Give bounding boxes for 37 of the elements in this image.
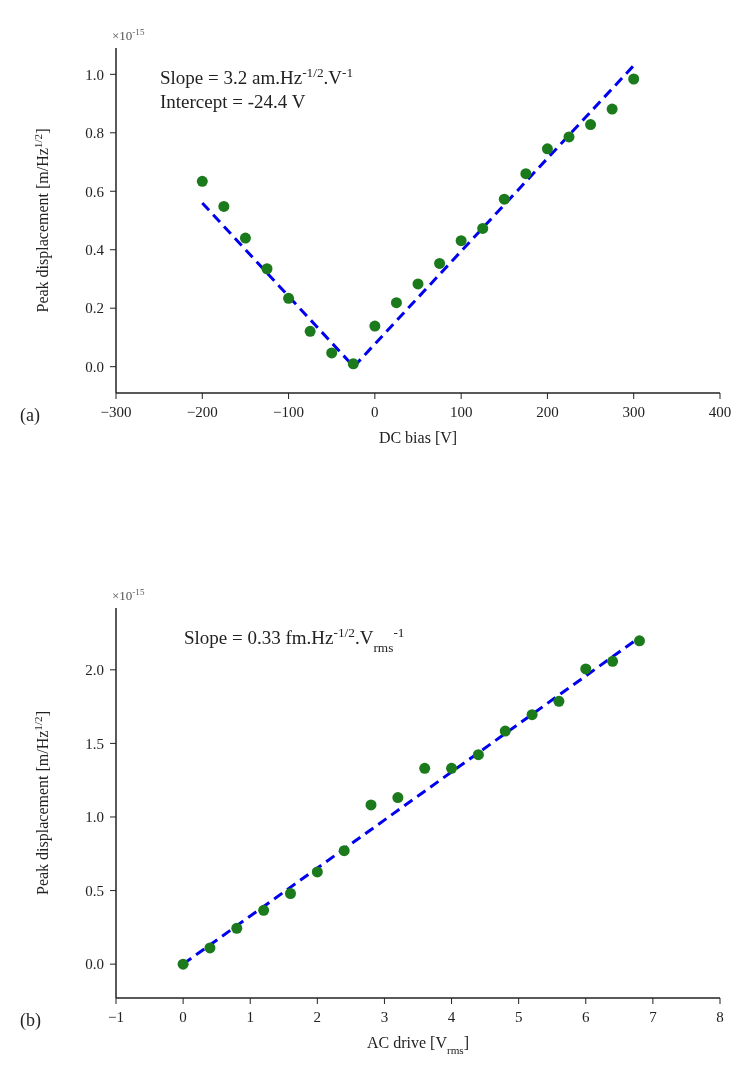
text: (a) — [20, 405, 40, 426]
x-tick-label: 300 — [622, 404, 645, 420]
x-tick-label: 0 — [371, 404, 379, 420]
x-tick-label: 8 — [716, 1009, 724, 1025]
x-axis-title: AC drive [V$_{rms}$] — [366, 1034, 470, 1056]
y-tick-label: 0.0 — [85, 358, 104, 375]
y-tick-label: 0.4 — [85, 241, 105, 258]
x-tick-label: −1 — [108, 1009, 124, 1025]
y-tick-label: 0.0 — [85, 956, 104, 973]
x-tick-label: 0 — [179, 1009, 187, 1025]
y-tick-label: 0.8 — [85, 125, 104, 142]
x-tick-label: −100 — [273, 404, 305, 420]
x-tick-label: 200 — [536, 404, 559, 420]
x-tick-label: −300 — [100, 404, 132, 420]
x-tick-label: 3 — [380, 1009, 389, 1025]
x-tick-label: 1 — [246, 1009, 254, 1025]
text: ×10$^{-15}$ — [112, 587, 145, 603]
x-axis-title: DC bias [V] — [378, 429, 458, 446]
x-tick-label: 400 — [708, 404, 732, 420]
y-tick-label: 2.0 — [85, 662, 104, 679]
annotation: Intercept = -24.4 V — [160, 91, 306, 112]
text: (b) — [20, 1010, 41, 1031]
y-tick-label: 1.5 — [85, 735, 104, 752]
x-tick-label: 4 — [447, 1009, 456, 1025]
x-tick-label: 100 — [449, 404, 473, 420]
x-tick-label: 6 — [582, 1009, 591, 1025]
y-tick-label: 0.5 — [85, 882, 104, 899]
y-tick-label: 1.0 — [85, 809, 104, 826]
x-tick-label: 2 — [313, 1009, 322, 1025]
x-tick-label: −200 — [186, 404, 218, 420]
text: ×10$^{-15}$ — [112, 27, 145, 43]
y-tick-label: 0.6 — [85, 183, 105, 200]
y-tick-label: 1.0 — [85, 66, 104, 83]
annotation: Slope = 3.2 am.Hz$^{-1/2}$.V$^{-1}$ — [160, 64, 354, 88]
y-tick-label: 0.2 — [85, 300, 104, 317]
x-tick-label: 5 — [514, 1009, 523, 1025]
x-tick-label: 7 — [649, 1009, 658, 1025]
